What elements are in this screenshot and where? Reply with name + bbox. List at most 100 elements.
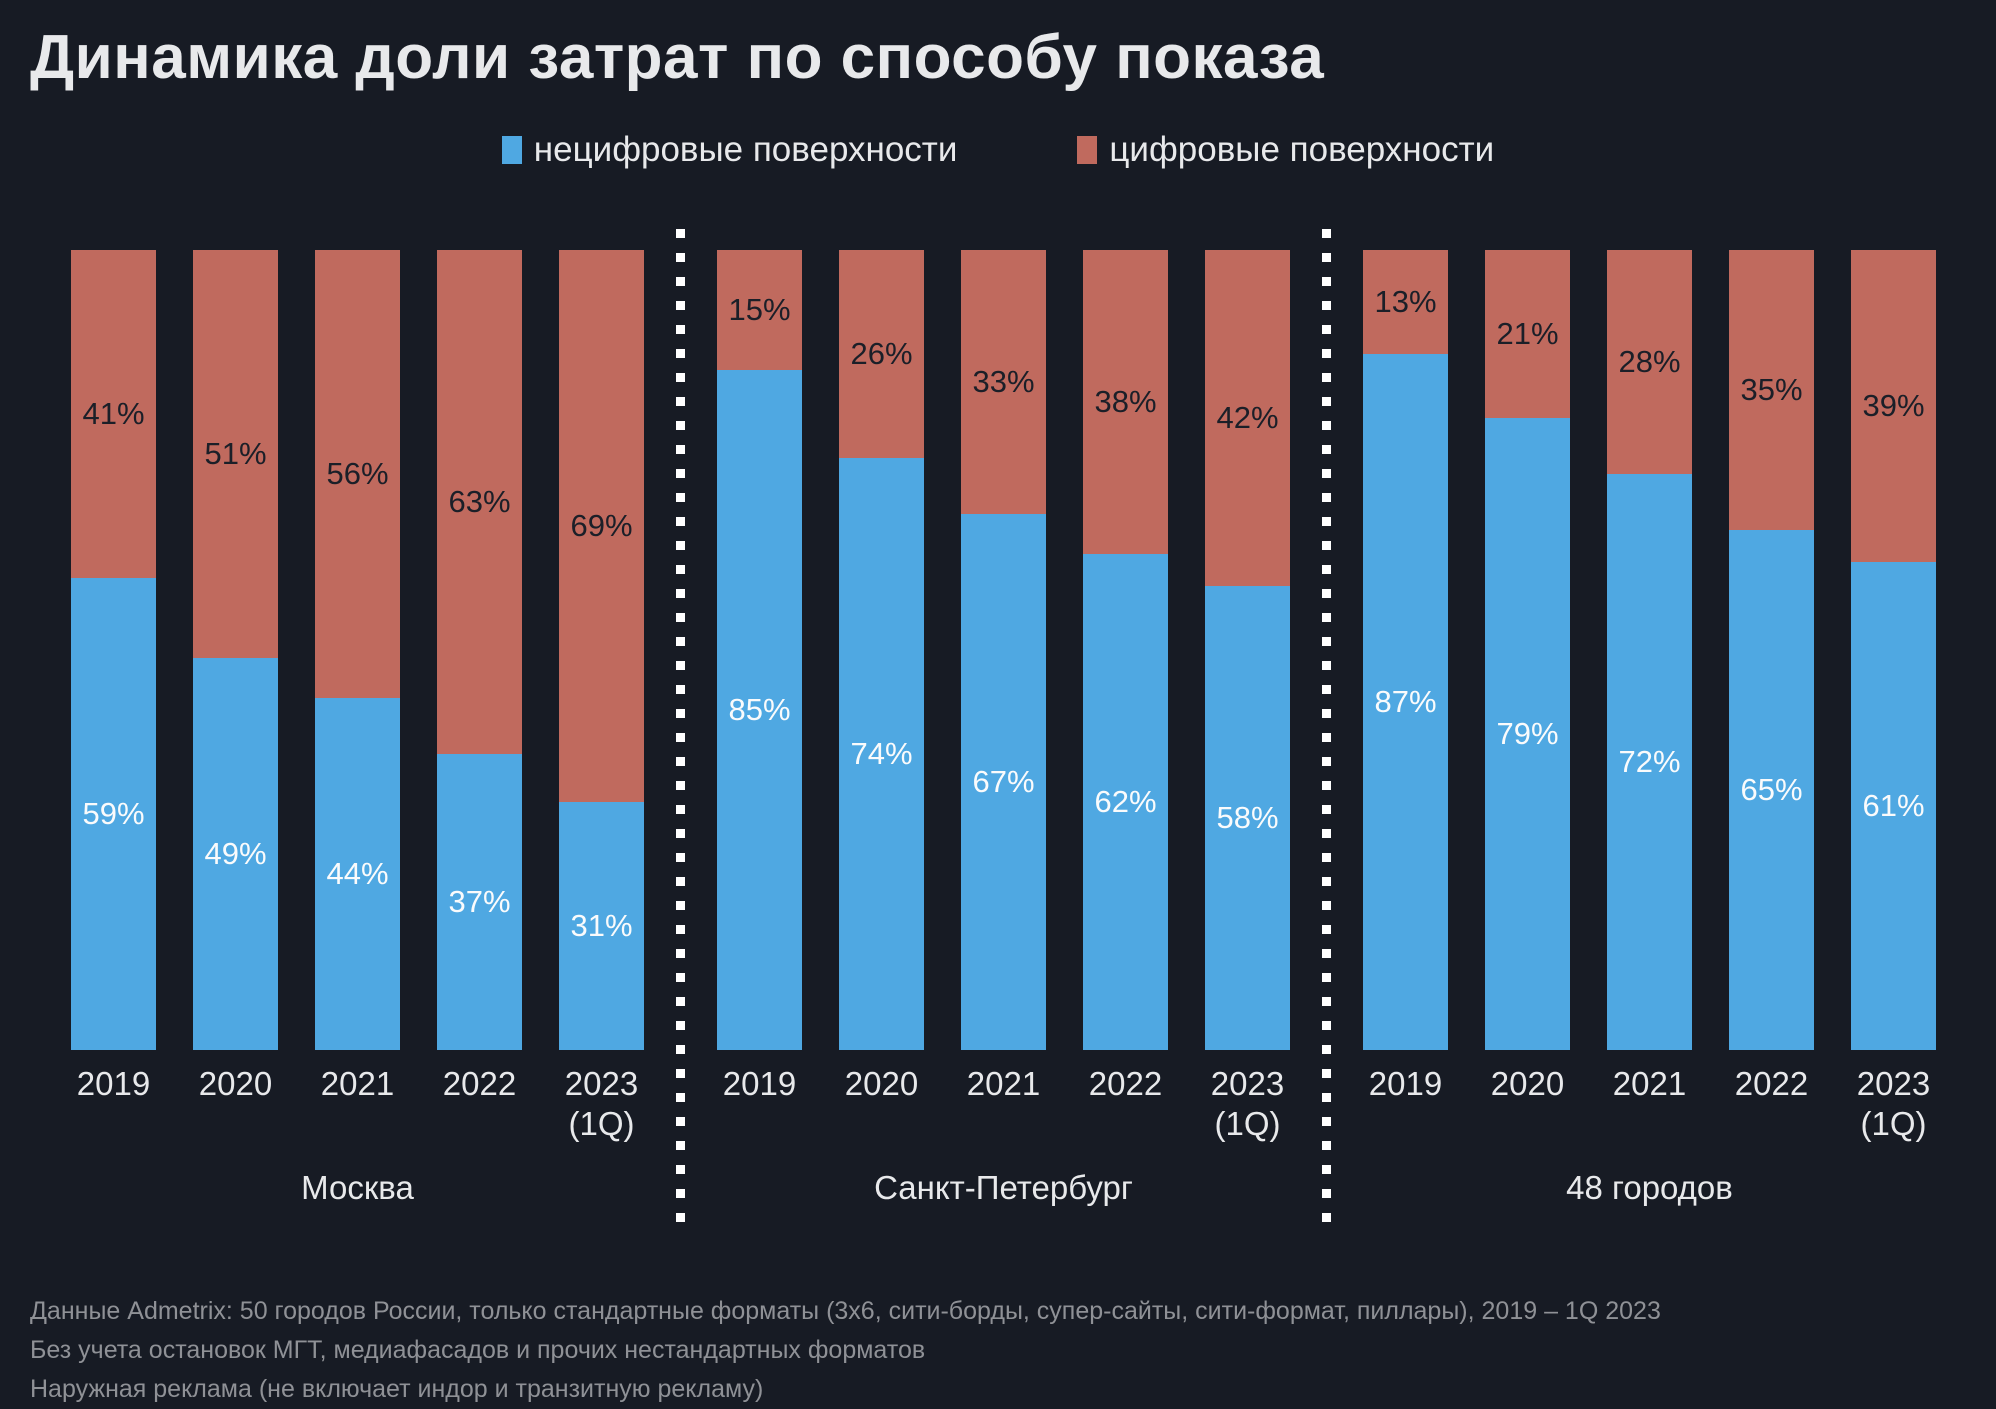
footer-notes: Данные Admetrix: 50 городов России, толь… <box>30 1292 1966 1409</box>
stacked-bar: 56% 44% <box>315 250 400 1050</box>
segment-non-digital: 74% <box>839 458 924 1050</box>
bar-column: 41% 59% 2019 <box>71 250 156 1144</box>
year-label: 2020 <box>1490 1065 1565 1102</box>
segment-digital: 35% <box>1729 250 1814 530</box>
segment-value-label: 72% <box>1618 744 1681 779</box>
segment-digital: 41% <box>71 250 156 578</box>
legend-item-digital: цифровые поверхности <box>1077 130 1494 170</box>
legend: нецифровые поверхности цифровые поверхно… <box>0 130 1996 170</box>
year-label: 2019 <box>722 1065 797 1102</box>
stacked-bar: 69% 31% <box>559 250 644 1050</box>
segment-value-label: 44% <box>326 856 389 891</box>
bar-column: 39% 61% 2023 (1Q) <box>1851 250 1936 1144</box>
segment-non-digital: 44% <box>315 698 400 1050</box>
segment-digital: 56% <box>315 250 400 698</box>
bar-column: 15% 85% 2019 <box>717 250 802 1144</box>
segment-value-label: 63% <box>448 484 511 519</box>
bar-column: 56% 44% 2021 <box>315 250 400 1144</box>
segment-value-label: 15% <box>728 292 791 327</box>
bar-column: 63% 37% 2022 <box>437 250 522 1144</box>
segment-digital: 33% <box>961 250 1046 514</box>
bar-column: 26% 74% 2020 <box>839 250 924 1144</box>
segment-digital: 13% <box>1363 250 1448 354</box>
footer-line-exclusions: Без учета остановок МГТ, медиафасадов и … <box>30 1336 926 1364</box>
footer-line-source: Данные Admetrix: 50 городов России, толь… <box>30 1297 1661 1325</box>
bar-column: 33% 67% 2021 <box>961 250 1046 1144</box>
segment-value-label: 41% <box>82 396 145 431</box>
group-divider-dotted-line <box>1322 229 1331 1223</box>
segment-value-label: 65% <box>1740 772 1803 807</box>
year-label: 2020 <box>198 1065 273 1102</box>
segment-non-digital: 62% <box>1083 554 1168 1050</box>
legend-swatch-non-digital-icon <box>501 136 522 164</box>
bars-row: 15% 85% 2019 26% 74% 2020 33% 67% 2021 38% 62% 2022… <box>717 250 1290 1144</box>
segment-value-label: 69% <box>570 508 633 543</box>
stacked-bar-chart: 41% 59% 2019 51% 49% 2020 56% 44% 2021 63% 37% 2022… <box>0 229 1996 1230</box>
segment-digital: 51% <box>193 250 278 658</box>
segment-digital: 42% <box>1205 250 1290 586</box>
year-label: 2019 <box>1368 1065 1443 1102</box>
bar-column: 13% 87% 2019 <box>1363 250 1448 1144</box>
year-label: 2019 <box>76 1065 151 1102</box>
year-label: 2021 <box>1612 1065 1687 1102</box>
segment-value-label: 87% <box>1374 684 1437 719</box>
stacked-bar: 63% 37% <box>437 250 522 1050</box>
legend-label-non-digital: нецифровые поверхности <box>533 130 958 169</box>
stacked-bar: 33% 67% <box>961 250 1046 1050</box>
segment-value-label: 38% <box>1094 384 1157 419</box>
year-label: 2023 (1Q) <box>564 1065 639 1142</box>
group-divider-dotted-line <box>676 229 685 1223</box>
segment-value-label: 39% <box>1862 388 1925 423</box>
legend-item-non-digital: нецифровые поверхности <box>501 130 958 170</box>
year-label: 2020 <box>844 1065 919 1102</box>
footer-line-scope: Наружная реклама (не включает индор и тр… <box>30 1375 764 1403</box>
segment-non-digital: 72% <box>1607 474 1692 1050</box>
stacked-bar: 13% 87% <box>1363 250 1448 1050</box>
segment-value-label: 62% <box>1094 784 1157 819</box>
stacked-bar: 41% 59% <box>71 250 156 1050</box>
year-label: 2021 <box>320 1065 395 1102</box>
segment-non-digital: 79% <box>1485 418 1570 1050</box>
bar-group-1: 41% 59% 2019 51% 49% 2020 56% 44% 2021 63% 37% 2022… <box>71 250 644 1208</box>
segment-value-label: 58% <box>1216 800 1279 835</box>
bar-group-3: 13% 87% 2019 21% 79% 2020 28% 72% 2021 35% 65% 2022… <box>1363 250 1936 1208</box>
bar-column: 38% 62% 2022 <box>1083 250 1168 1144</box>
stacked-bar: 26% 74% <box>839 250 924 1050</box>
segment-non-digital: 65% <box>1729 530 1814 1050</box>
segment-value-label: 37% <box>448 884 511 919</box>
stacked-bar: 35% 65% <box>1729 250 1814 1050</box>
bar-group-2: 15% 85% 2019 26% 74% 2020 33% 67% 2021 38% 62% 2022… <box>717 250 1290 1208</box>
legend-swatch-digital-icon <box>1077 136 1098 164</box>
bar-column: 21% 79% 2020 <box>1485 250 1570 1144</box>
stacked-bar: 38% 62% <box>1083 250 1168 1050</box>
segment-value-label: 79% <box>1496 716 1559 751</box>
segment-digital: 21% <box>1485 250 1570 418</box>
segment-value-label: 42% <box>1216 400 1279 435</box>
segment-digital: 28% <box>1607 250 1692 474</box>
segment-value-label: 74% <box>850 736 913 771</box>
segment-value-label: 51% <box>204 436 267 471</box>
stacked-bar: 28% 72% <box>1607 250 1692 1050</box>
segment-value-label: 28% <box>1618 344 1681 379</box>
segment-value-label: 56% <box>326 456 389 491</box>
segment-digital: 15% <box>717 250 802 370</box>
segment-digital: 69% <box>559 250 644 802</box>
segment-non-digital: 59% <box>71 578 156 1050</box>
segment-non-digital: 85% <box>717 370 802 1050</box>
year-label: 2023 (1Q) <box>1210 1065 1285 1142</box>
year-label: 2022 <box>442 1065 517 1102</box>
group-label: Москва <box>301 1169 414 1206</box>
segment-digital: 39% <box>1851 250 1936 562</box>
segment-non-digital: 87% <box>1363 354 1448 1050</box>
segment-value-label: 31% <box>570 908 633 943</box>
segment-non-digital: 67% <box>961 514 1046 1050</box>
segment-value-label: 85% <box>728 692 791 727</box>
bar-column: 35% 65% 2022 <box>1729 250 1814 1144</box>
bar-column: 28% 72% 2021 <box>1607 250 1692 1144</box>
bars-row: 13% 87% 2019 21% 79% 2020 28% 72% 2021 35% 65% 2022… <box>1363 250 1936 1144</box>
segment-digital: 26% <box>839 250 924 458</box>
segment-value-label: 61% <box>1862 788 1925 823</box>
segment-value-label: 26% <box>850 336 913 371</box>
segment-non-digital: 49% <box>193 658 278 1050</box>
segment-non-digital: 37% <box>437 754 522 1050</box>
